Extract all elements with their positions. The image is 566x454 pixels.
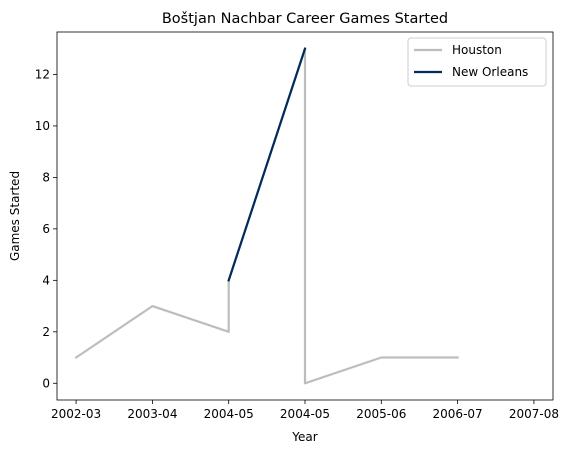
- plot-frame: [56, 31, 554, 401]
- series-line-new-orleans: [227, 47, 307, 282]
- legend: Houston New Orleans: [407, 37, 547, 87]
- x-axis: 2002-03 2003-04 2004-05 2004-05 2005-06 2006-…: [51, 400, 559, 421]
- x-tick-label: 2006-07: [433, 407, 483, 421]
- x-tick-label: 2003-04: [127, 407, 177, 421]
- y-tick-label: 6: [42, 222, 50, 236]
- x-tick-label: 2004-05: [204, 407, 254, 421]
- legend-box: [407, 37, 547, 87]
- y-tick-label: 8: [42, 170, 50, 184]
- y-tick-label: 12: [35, 67, 50, 81]
- x-tick-label: 2004-05: [280, 407, 330, 421]
- series-layer: [74, 47, 459, 385]
- y-tick-label: 0: [42, 376, 50, 390]
- series-line-houston: [74, 47, 459, 385]
- y-tick-label: 2: [42, 325, 50, 339]
- x-tick-label: 2002-03: [51, 407, 101, 421]
- y-axis: 0 2 4 6 8 10 12: [35, 67, 57, 390]
- y-axis-label: Games Started: [8, 171, 22, 261]
- x-tick-label: 2007-08: [509, 407, 559, 421]
- y-tick-label: 4: [42, 273, 50, 287]
- y-tick-label: 10: [35, 119, 50, 133]
- chart-title: Boštjan Nachbar Career Games Started: [162, 11, 448, 27]
- x-axis-label: Year: [291, 430, 317, 444]
- legend-label: New Orleans: [452, 65, 528, 79]
- x-tick-label: 2005-06: [356, 407, 406, 421]
- legend-label: Houston: [452, 43, 502, 57]
